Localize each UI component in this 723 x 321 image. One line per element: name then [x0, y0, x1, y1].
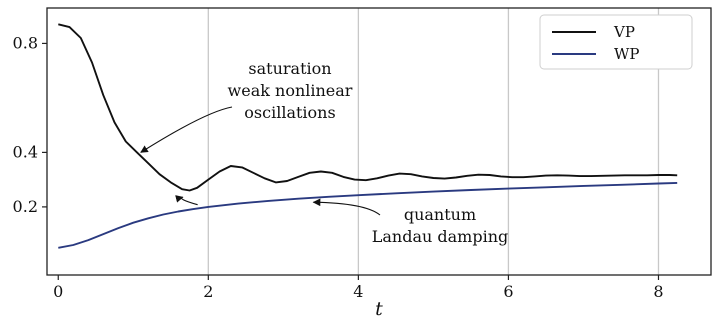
legend-label: WP — [614, 45, 640, 63]
annotation-text: weak nonlinear — [228, 81, 353, 100]
x-tick-label: 8 — [653, 282, 663, 301]
annotation-text: oscillations — [244, 103, 335, 122]
annotation-text: saturation — [248, 59, 331, 78]
axis-ticks: 0 2 4 6 8 0.2 0.4 0.8 — [13, 33, 664, 301]
series-line-vp — [58, 23, 678, 192]
annotations: saturation weak nonlinear oscillations quan… — [140, 59, 509, 246]
series-line-wp — [58, 181, 678, 249]
legend-box — [539, 14, 693, 70]
annotation-arrow — [312, 198, 381, 216]
annotation-arrow — [175, 195, 198, 206]
annotation-arrow — [140, 106, 233, 153]
y-tick-label: 0.8 — [13, 33, 38, 52]
legend: VP WP — [539, 14, 693, 70]
y-tick-label: 0.2 — [13, 197, 38, 216]
x-tick-label: 4 — [353, 282, 363, 301]
x-tick-label: 0 — [53, 282, 63, 301]
annotation-text: quantum — [404, 205, 476, 224]
y-tick-label: 0.4 — [13, 142, 38, 161]
series-lines — [58, 23, 678, 249]
x-tick-label: 2 — [203, 282, 213, 301]
annotation-text: Landau damping — [372, 227, 509, 246]
legend-label: VP — [613, 23, 635, 41]
x-axis-label: t — [375, 298, 383, 320]
x-tick-label: 6 — [503, 282, 513, 301]
plot-frame — [46, 7, 712, 276]
